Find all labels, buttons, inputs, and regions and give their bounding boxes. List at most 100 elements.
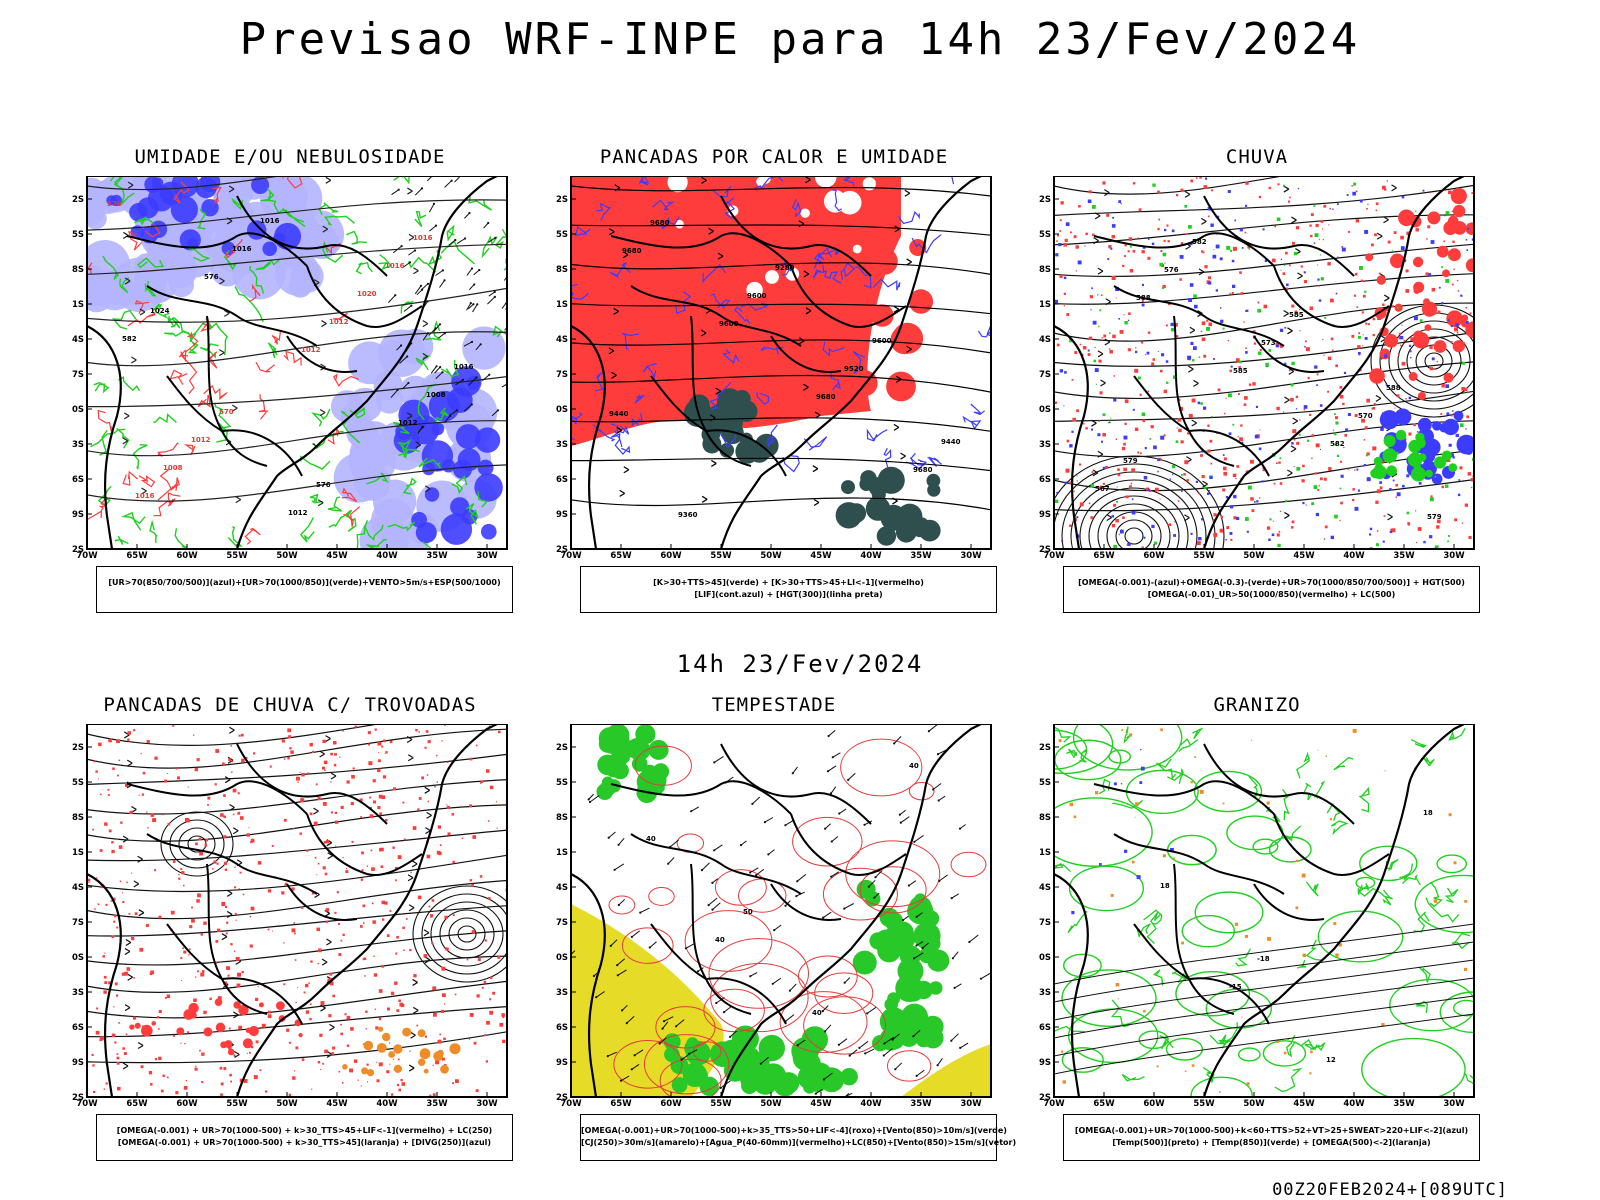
contour-label: 1016	[454, 363, 474, 371]
lon-tick-label: 35W	[910, 551, 932, 561]
contour-label: 40	[812, 1009, 822, 1017]
lat-tick-label: 39S	[556, 510, 568, 520]
lon-tick-label: 70W	[1043, 1099, 1065, 1109]
lon-tick-label: 45W	[326, 551, 348, 561]
lat-tick-label: 18S	[556, 265, 568, 275]
contour-label: 1012	[329, 318, 349, 326]
panel-granizo: GRANIZO -15 12 18 18 -18 12S 15S 18S 21S 24S 27S 30S…	[1039, 694, 1480, 1161]
legend-line: [OMEGA(-0.001) + UR>70(1000-500) + k>30_…	[116, 1126, 493, 1135]
contour-label: 9680	[650, 219, 670, 227]
lat-tick-label: 12S	[1039, 195, 1051, 205]
lat-tick-label: 36S	[72, 475, 84, 485]
contour-label: 576	[107, 200, 122, 208]
lat-tick-label: 12S	[556, 195, 568, 205]
contour-label: 582	[122, 335, 137, 343]
lat-tick-label: 27S	[1039, 370, 1051, 380]
lon-tick-label: 70W	[560, 551, 582, 561]
lon-tick-label: 60W	[1143, 551, 1165, 561]
contour-label: 9680	[816, 393, 836, 401]
contour-label: 12	[1326, 1056, 1336, 1064]
lat-tick-label: 30S	[556, 953, 568, 963]
contour-label: 1012	[191, 436, 211, 444]
lon-tick-label: 65W	[1093, 551, 1115, 561]
contour-label: 1016	[413, 234, 433, 242]
contour-label: 9520	[844, 365, 864, 373]
lat-tick-label: 12S	[72, 743, 84, 753]
middle-title: 14h 23/Fev/2024	[676, 650, 924, 678]
legend-line: [K>30+TTS>45](verde) + [K>30+TTS>45+LI<-…	[653, 578, 924, 587]
contour-label: 1016	[260, 217, 280, 225]
lat-tick-label: 33S	[72, 440, 84, 450]
legend-line: [OMEGA(-0.001) + UR>70(1000-500) + k>30_…	[117, 1138, 492, 1147]
lat-tick-label: 27S	[556, 918, 568, 928]
lon-tick-label: 55W	[226, 551, 248, 561]
lat-tick-label: 24S	[72, 883, 84, 893]
contour-label: 9600	[719, 320, 739, 328]
lat-tick-label: 15S	[556, 230, 568, 240]
lon-tick-label: 55W	[710, 551, 732, 561]
lon-tick-label: 50W	[760, 1099, 782, 1109]
lon-tick-label: 70W	[560, 1099, 582, 1109]
legend-line: [OMEGA(-0.001)+UR>70(1000-500)+k>35_TTS>…	[581, 1126, 1007, 1135]
lat-tick-label: 12S	[556, 743, 568, 753]
lat-tick-label: 33S	[556, 988, 568, 998]
map-area: -15 12 18 18 -18 12S 15S 18S 21S 24S 27S 30S 33S 36S 3…	[1039, 724, 1475, 1109]
lat-tick-label: 42S	[1039, 1093, 1051, 1103]
lon-tick-label: 65W	[610, 1099, 632, 1109]
lat-tick-label: 15S	[1039, 778, 1051, 788]
lon-tick-label: 30W	[960, 1099, 982, 1109]
legend-line: [OMEGA(-0.01)_UR>50(1000/850)(vermelho) …	[1147, 590, 1396, 599]
lat-tick-label: 15S	[72, 778, 84, 788]
map-area: 576 576 1012 1012 1016 1016 1012 1008 1008 1016 10…	[72, 176, 508, 561]
lon-tick-label: 50W	[276, 551, 298, 561]
panel-trovoadas: PANCADAS DE CHUVA C/ TROVOADAS 12S 15S 18S 2…	[72, 694, 513, 1161]
lat-tick-label: 30S	[72, 405, 84, 415]
lat-tick-label: 33S	[72, 988, 84, 998]
legend-line: [LIF](cont.azul) + [HGT(300)](linha pret…	[694, 590, 883, 599]
panel-legend: [OMEGA(-0.001) + UR>70(1000-500) + k>30_…	[96, 1114, 513, 1161]
contour-label: 585	[1289, 311, 1304, 319]
lat-tick-label: 18S	[72, 265, 84, 275]
contour-label: 1016	[232, 245, 252, 253]
lon-tick-label: 60W	[660, 1099, 682, 1109]
panel-title: UMIDADE E/OU NEBULOSIDADE	[134, 146, 446, 168]
lon-tick-label: 40W	[1343, 551, 1365, 561]
contour-label: 1008	[426, 391, 446, 399]
panel-umidade: UMIDADE E/OU NEBULOSIDADE 576 576 1012 1012 1…	[72, 146, 513, 613]
lon-tick-label: 45W	[810, 551, 832, 561]
lat-tick-label: 39S	[556, 1058, 568, 1068]
lon-tick-label: 60W	[176, 551, 198, 561]
contour-label: 1012	[288, 509, 308, 517]
contour-label: -18	[1257, 955, 1270, 963]
lat-tick-label: 33S	[556, 440, 568, 450]
map-area: 588 585 582 579 576 573 570 567 582 585 588 579 12S 1…	[1039, 176, 1475, 561]
legend-line: [CJ(250)>30m/s](amarelo)+[Agua_P(40-60mm…	[581, 1138, 1017, 1147]
contour-label: 40	[715, 936, 725, 944]
lon-tick-label: 65W	[126, 551, 148, 561]
lat-tick-label: 21S	[1039, 848, 1051, 858]
lon-tick-label: 30W	[476, 1099, 498, 1109]
legend-line: [UR>70(850/700/500)](azul)+[UR>70(1000/8…	[108, 578, 501, 587]
lon-tick-label: 35W	[910, 1099, 932, 1109]
lon-tick-label: 55W	[1193, 551, 1215, 561]
lon-tick-label: 70W	[1043, 551, 1065, 561]
lon-tick-label: 30W	[1443, 551, 1465, 561]
lon-tick-label: 30W	[960, 551, 982, 561]
lon-tick-label: 35W	[1393, 551, 1415, 561]
contour-label: 9600	[872, 337, 892, 345]
panel-title: PANCADAS DE CHUVA C/ TROVOADAS	[103, 694, 477, 716]
map-area: 12S 15S 18S 21S 24S 27S 30S 33S 36S 39S 42S70W 65W 6…	[72, 724, 508, 1109]
lon-tick-label: 45W	[1293, 551, 1315, 561]
main-title: Previsao WRF-INPE para 14h 23/Fev/2024	[239, 14, 1361, 65]
contour-label: 9440	[609, 410, 629, 418]
lat-tick-label: 27S	[72, 370, 84, 380]
contour-label: 582	[1330, 440, 1345, 448]
contour-label: 1012	[398, 419, 418, 427]
lon-tick-label: 45W	[1293, 1099, 1315, 1109]
lon-tick-label: 40W	[860, 551, 882, 561]
legend-line: [OMEGA(-0.001)-(azul)+OMEGA(-0.3)-(verde…	[1078, 578, 1465, 587]
contour-label: 1020	[357, 290, 377, 298]
panel-legend: [K>30+TTS>45](verde) + [K>30+TTS>45+LI<-…	[580, 566, 997, 613]
lat-tick-label: 27S	[72, 918, 84, 928]
lat-tick-label: 24S	[556, 883, 568, 893]
